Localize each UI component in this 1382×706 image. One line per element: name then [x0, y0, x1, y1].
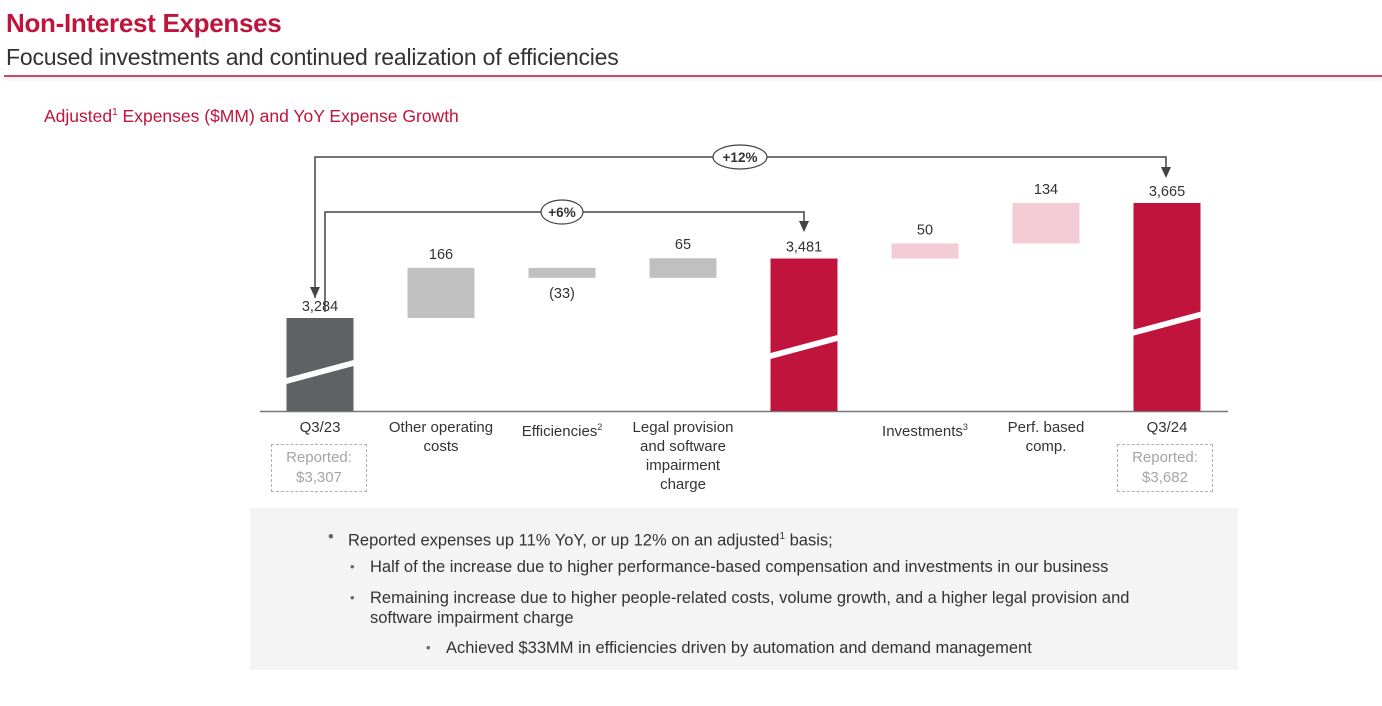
arrow-head-icon [799, 221, 809, 232]
commentary-panel: • Reported expenses up 11% YoY, or up 12%… [250, 508, 1238, 670]
bullet-level2: • Remaining increase due to higher people… [350, 589, 1130, 627]
axis-break-mark [770, 334, 838, 359]
bar-delta [407, 267, 475, 318]
growth-badge [540, 199, 584, 225]
growth-badge-label: +12% [723, 150, 758, 165]
category-label: Q3/24 [1146, 419, 1188, 436]
axis-break-mark [1133, 311, 1201, 336]
bar-total [770, 258, 838, 411]
category-label: Other operating costs [388, 419, 494, 455]
chart-title: Adjusted1 Expenses ($MM) and YoY Expense… [44, 106, 459, 126]
bar-delta [649, 258, 717, 278]
arrow-head-icon [310, 287, 320, 298]
page-subtitle: Focused investments and continued realiz… [6, 44, 619, 70]
data-label: 65 [675, 237, 691, 253]
category-label: Legal provision and software impairment cha… [632, 419, 734, 493]
bar-delta [891, 243, 959, 259]
bullet-dot-icon: • [426, 640, 431, 655]
data-label: 3,481 [786, 240, 822, 256]
growth-badge [712, 144, 768, 170]
category-label: Efficiencies2 [521, 422, 603, 440]
bar-total [1133, 203, 1201, 411]
bullet-level1: • Reported expenses up 11% YoY, or up 12%… [328, 528, 833, 550]
category-label: Q3/23 [299, 419, 341, 436]
bullet-level3: • Achieved $33MM in efficiencies driven b… [426, 639, 1032, 657]
axis-break-mark [286, 359, 354, 384]
data-label: 3,665 [1149, 184, 1185, 200]
reported-box-q3-24: Reported: $3,682 [1117, 444, 1213, 492]
data-label: (33) [549, 286, 575, 302]
data-label: 134 [1034, 182, 1058, 198]
title-divider [4, 75, 1382, 77]
category-label: Investments3 [882, 422, 968, 440]
reported-box-q3-23: Reported: $3,307 [271, 444, 367, 492]
category-label: Perf. based comp. [1007, 419, 1085, 455]
growth-badge-label: +6% [548, 205, 575, 220]
bullet-dot-icon: • [350, 590, 355, 605]
data-label: 50 [917, 222, 933, 238]
arrow-head-icon [1161, 167, 1171, 178]
data-label: 166 [429, 247, 453, 263]
bar-delta [1012, 203, 1080, 244]
bullet-dot-icon: • [350, 559, 355, 574]
bullet-dot-icon: • [328, 528, 334, 546]
bullet-level2: • Half of the increase due to higher perf… [350, 558, 1109, 576]
page-title: Non-Interest Expenses [6, 8, 282, 38]
bar-delta [528, 267, 596, 278]
data-label: 3,284 [302, 299, 338, 315]
